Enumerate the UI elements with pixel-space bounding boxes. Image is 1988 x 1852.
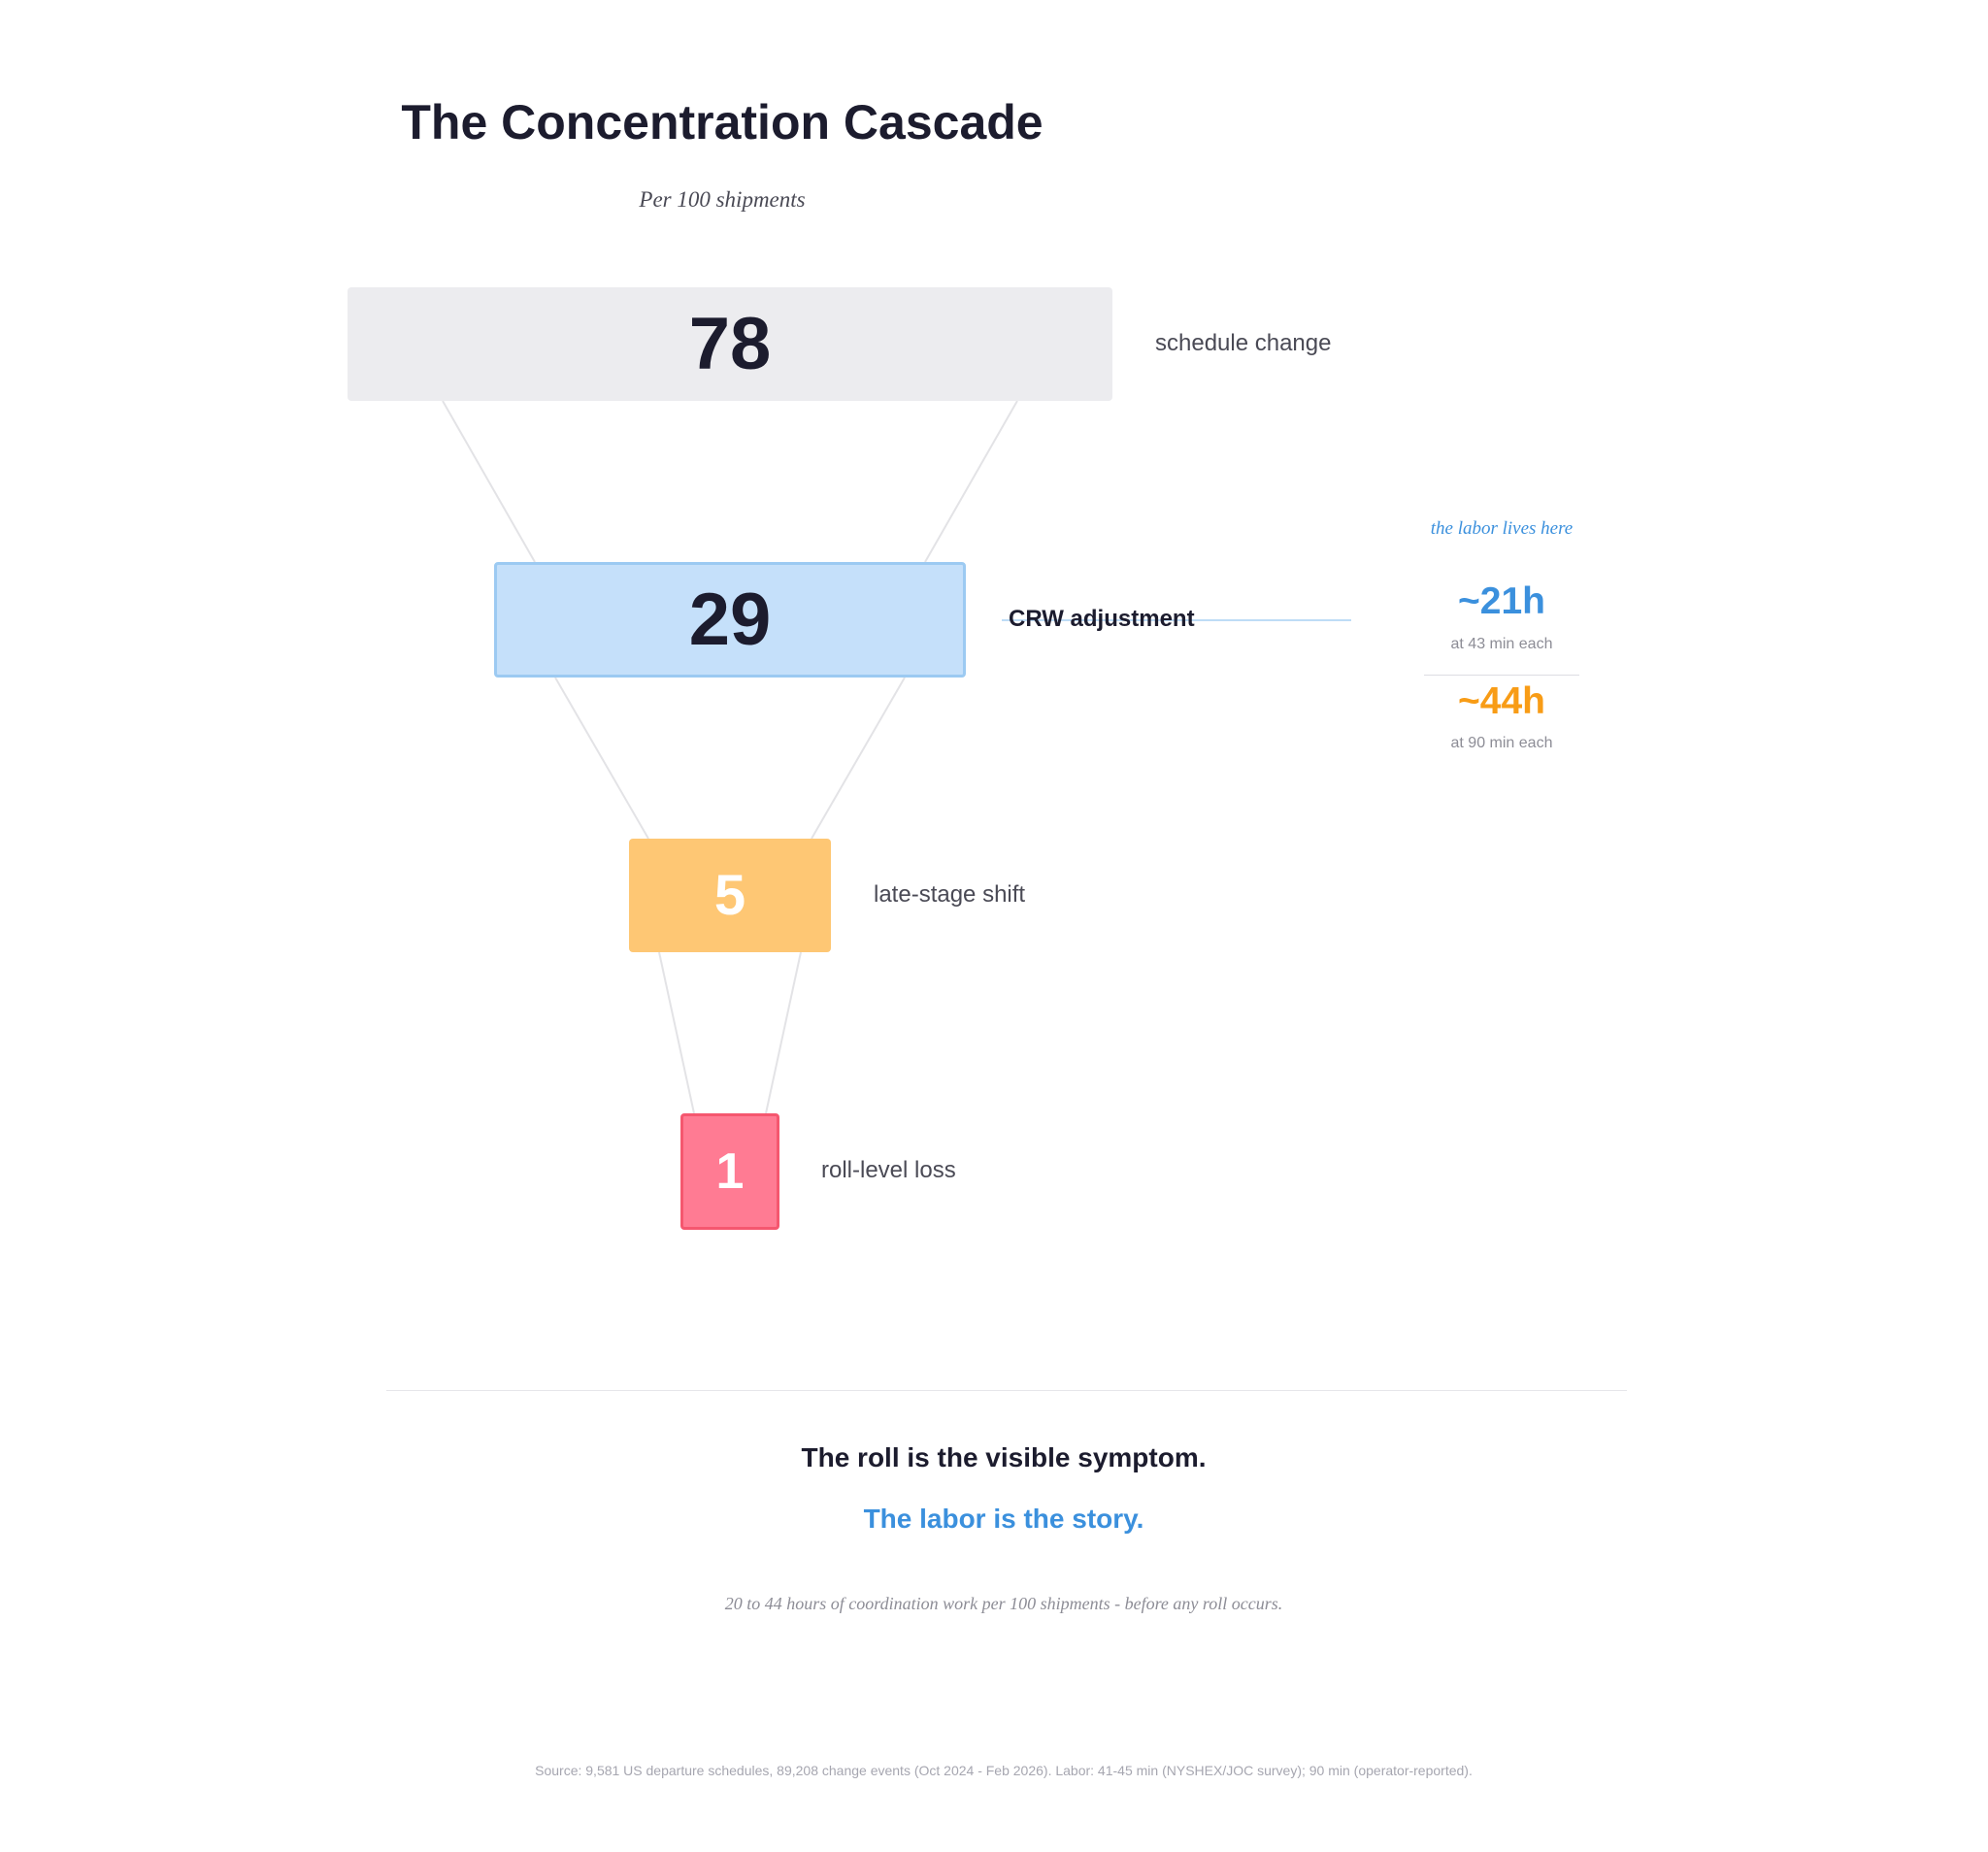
takeaway-story: The labor is the story. bbox=[863, 1504, 1144, 1534]
connector-line bbox=[765, 951, 802, 1114]
section-divider bbox=[386, 1390, 1627, 1391]
labor-estimate-high-note: at 90 min each bbox=[1450, 735, 1553, 751]
labor-estimate-low: ~21h bbox=[1458, 580, 1545, 622]
connector-line bbox=[442, 400, 536, 563]
connector-line bbox=[924, 400, 1018, 563]
stage-label-schedule-change: schedule change bbox=[1155, 330, 1332, 356]
labor-estimate-low-note: at 43 min each bbox=[1450, 636, 1553, 652]
stage-box-roll-level-loss: 1 bbox=[680, 1113, 779, 1230]
callout-heading: the labor lives here bbox=[1430, 518, 1574, 539]
connector-line bbox=[554, 677, 649, 840]
connector-line bbox=[658, 951, 695, 1114]
diagram-title: The Concentration Cascade bbox=[401, 95, 1044, 149]
callout-divider bbox=[1424, 675, 1579, 676]
stage-label-late-stage-shift: late-stage shift bbox=[874, 881, 1026, 908]
stage-label-crw-adjustment: CRW adjustment bbox=[1009, 606, 1195, 632]
stage-box-schedule-change: 78 bbox=[348, 287, 1112, 401]
takeaway-symptom: The roll is the visible symptom. bbox=[801, 1442, 1207, 1472]
stage-label-roll-level-loss: roll-level loss bbox=[821, 1157, 956, 1183]
labor-footnote: 20 to 44 hours of coordination work per … bbox=[724, 1594, 1283, 1613]
source-note: Source: 9,581 US departure schedules, 89… bbox=[535, 1763, 1473, 1778]
connector-line bbox=[811, 677, 906, 840]
diagram-subtitle: Per 100 shipments bbox=[639, 187, 806, 212]
stage-box-crw-adjustment: 29 bbox=[494, 562, 966, 678]
labor-estimate-high: ~44h bbox=[1458, 680, 1545, 722]
stage-box-late-stage-shift: 5 bbox=[629, 839, 831, 952]
